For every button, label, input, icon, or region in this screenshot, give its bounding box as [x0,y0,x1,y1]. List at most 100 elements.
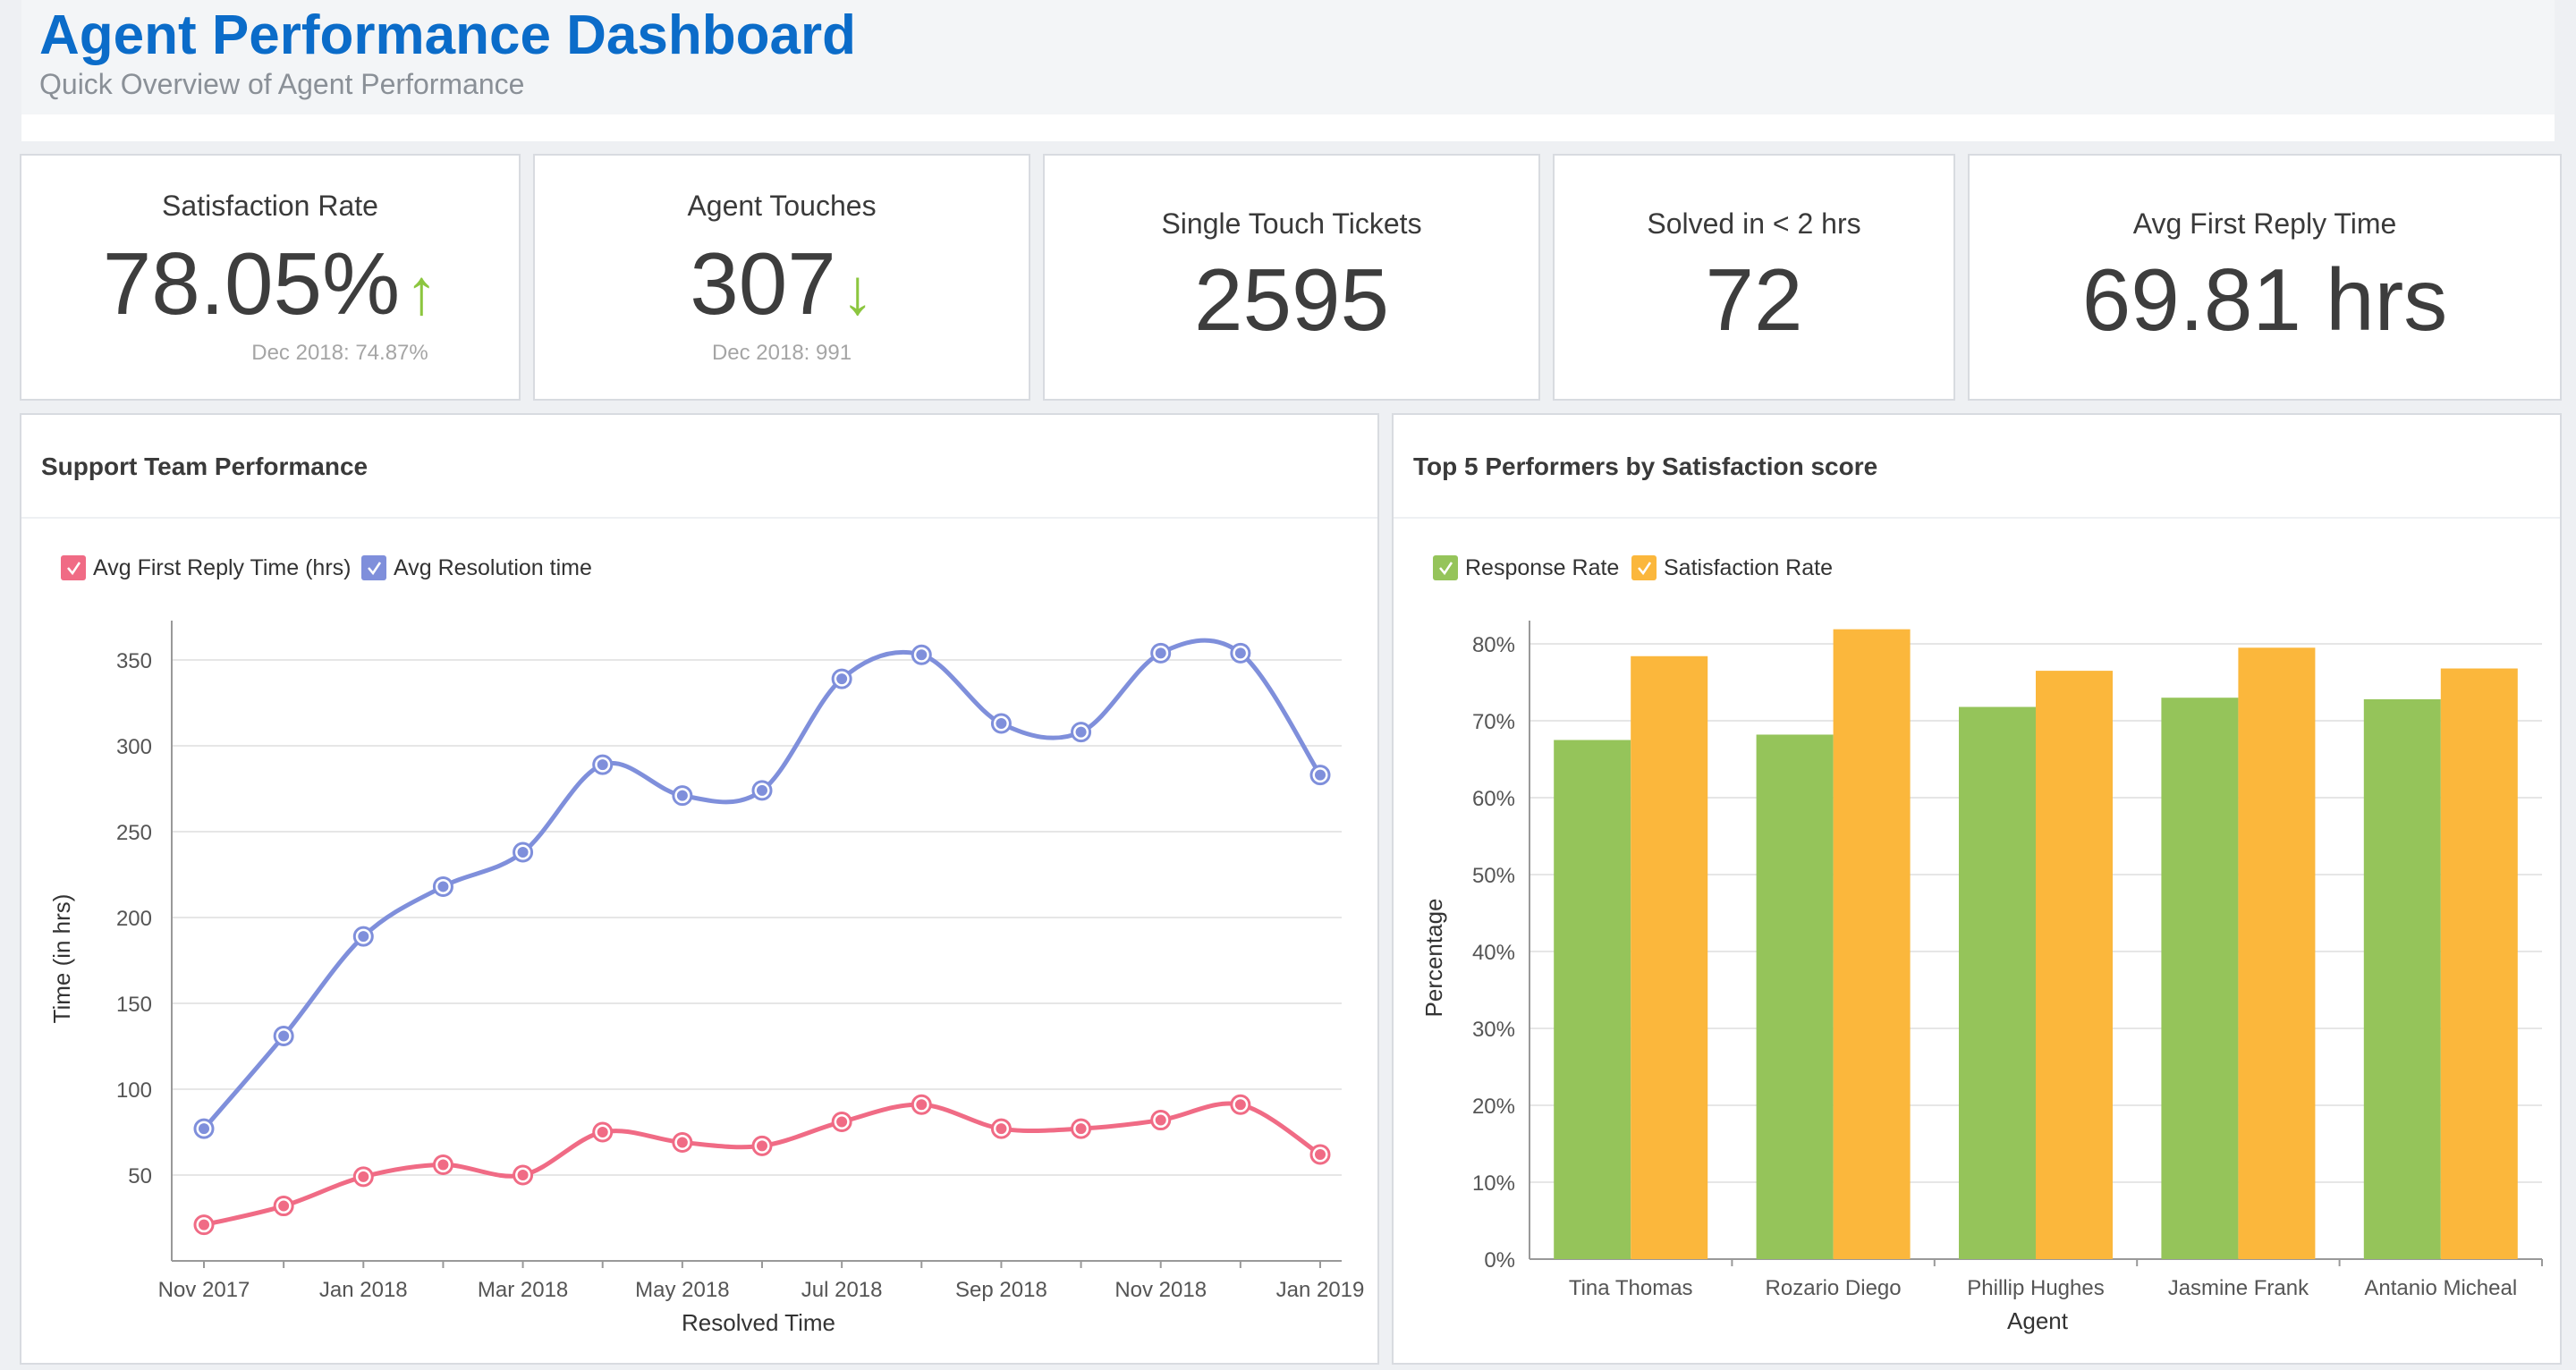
panel-divider [21,517,1377,519]
arrow-down-icon: ↓ [841,257,874,328]
data-point-core [437,1159,449,1171]
y-tick-label: 150 [116,993,152,1017]
data-point-core [1315,769,1326,781]
data-point-core [996,1123,1007,1135]
data-point-core [916,1099,928,1111]
data-point-core [1075,726,1087,738]
y-tick-label: 40% [1472,941,1515,965]
data-point-core [517,1170,529,1180]
legend-item-resolution[interactable]: Avg Resolution time [361,555,592,580]
bar-response-rate [2161,698,2239,1259]
data-point-core [597,1127,608,1137]
kpi-value-text: 78.05% [102,234,401,333]
legend-swatch [1433,555,1458,580]
legend-label: Avg First Reply Time (hrs) [93,555,351,580]
y-tick-label: 20% [1472,1095,1515,1119]
legend-label: Satisfaction Rate [1664,555,1833,580]
data-point-core [437,881,449,892]
data-point-core [757,1140,767,1152]
series-first-reply [193,1094,1331,1236]
header-bar [21,114,2555,141]
data-point-core [836,673,848,685]
check-icon [1439,562,1453,576]
kpi-card-touches: Agent Touches 307↓ Dec 2018: 991 [533,154,1030,401]
kpi-value: 307↓ [535,234,1029,342]
y-tick-label: 70% [1472,710,1515,734]
x-tick-label: May 2018 [635,1278,729,1302]
bar-response-rate [1959,706,2036,1259]
legend-label: Avg Resolution time [394,555,592,580]
series-line [202,638,1323,1130]
kpi-value: 72 [1705,250,1803,349]
x-tick-label: Nov 2018 [1114,1278,1207,1302]
bar-satisfaction-rate [1631,655,1708,1259]
kpi-label: Agent Touches [687,190,877,222]
data-point-core [199,1219,209,1230]
y-tick-label: 60% [1472,787,1515,811]
x-tick-label: Jasmine Frank [2168,1276,2309,1300]
data-point-core [836,1116,848,1128]
kpi-value-text: 307 [690,234,836,333]
data-point-core [676,1137,688,1148]
data-point-core [757,784,767,796]
x-tick-label: Sep 2018 [955,1278,1047,1302]
y-tick-label: 50% [1472,864,1515,888]
bar-satisfaction-rate [1833,629,1911,1259]
data-point-core [1234,1099,1246,1111]
check-icon [1638,562,1652,576]
kpi-card-solved: Solved in < 2 hrs 72 [1553,154,1955,401]
data-point-core [1234,647,1246,659]
data-point-core [517,847,529,858]
legend-swatch [361,555,386,580]
data-point-core [1315,1148,1326,1160]
bar-satisfaction-rate [2440,668,2518,1259]
y-tick-label: 300 [116,735,152,759]
bar-chart: Response Rate Satisfaction Rate 0% 10% 20% 30… [1420,555,2543,1334]
arrow-up-icon: ↑ [405,257,438,328]
x-tick-label: Mar 2018 [478,1278,568,1302]
y-tick-label: 30% [1472,1018,1515,1042]
kpi-label: Solved in < 2 hrs [1647,207,1861,240]
y-axis-title: Time (in hrs) [48,894,75,1024]
data-point-core [278,1200,290,1212]
dashboard-header: Agent Performance Dashboard Quick Overvi… [21,0,2555,114]
x-tick-label: Jan 2018 [319,1278,408,1302]
legend-swatch [1631,555,1657,580]
data-point-core [1075,1123,1087,1135]
kpi-value: 69.81 hrs [2081,250,2448,349]
data-point-core [676,790,688,801]
kpi-label: Single Touch Tickets [1161,207,1422,240]
data-point-core [358,1171,369,1182]
kpi-label: Avg First Reply Time [2132,207,2397,240]
kpi-value: 2595 [1193,250,1389,349]
x-tick-label: Jul 2018 [801,1278,883,1302]
x-tick-label: Rozario Diego [1766,1276,1902,1300]
legend-item-first-reply[interactable]: Avg First Reply Time (hrs) [61,555,351,580]
kpi-card-single-touch: Single Touch Tickets 2595 [1043,154,1540,401]
bar-satisfaction-rate [2238,647,2316,1259]
panel-divider [1394,517,2560,519]
series-resolution [193,638,1331,1139]
line-chart: Avg First Reply Time (hrs) Avg Resolution… [48,555,1365,1336]
legend-item-response-rate[interactable]: Response Rate [1433,555,1619,580]
x-tick-label: Nov 2017 [158,1278,250,1302]
x-axis-title: Resolved Time [682,1309,835,1336]
x-tick-label: Jan 2019 [1276,1278,1365,1302]
top-performers-panel: Top 5 Performers by Satisfaction score R… [1392,413,2562,1365]
data-point-core [1155,647,1166,659]
data-point-core [996,718,1007,730]
y-axis-title: Percentage [1420,899,1447,1018]
bar-response-rate [2363,698,2441,1259]
y-tick-label: 80% [1472,633,1515,657]
check-icon [368,562,382,576]
kpi-label: Satisfaction Rate [162,190,378,222]
data-point-core [916,649,928,661]
legend-item-satisfaction-rate[interactable]: Satisfaction Rate [1631,555,1833,580]
kpi-card-satisfaction: Satisfaction Rate 78.05%↑ Dec 2018: 74.8… [20,154,521,401]
kpi-value: 78.05%↑ [21,234,519,342]
bar-response-rate [1554,740,1631,1259]
panel-title: Support Team Performance [41,452,369,480]
kpi-card-first-reply: Avg First Reply Time 69.81 hrs [1968,154,2562,401]
panel-title: Top 5 Performers by Satisfaction score [1413,452,1878,480]
page-subtitle: Quick Overview of Agent Performance [39,68,525,100]
